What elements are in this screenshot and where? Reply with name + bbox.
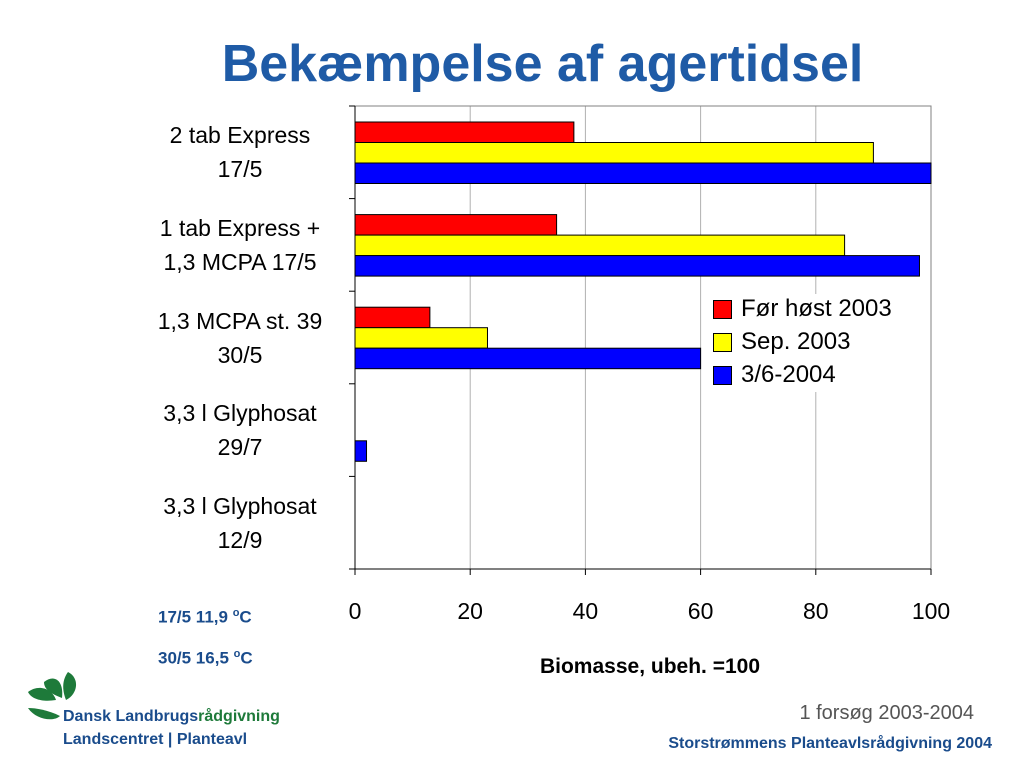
- temperature-note: 17/5 11,9 oC: [158, 607, 252, 627]
- legend-swatch: [713, 365, 732, 385]
- bar: [354, 440, 368, 462]
- x-tick-label: 60: [687, 598, 714, 624]
- x-axis-label: Biomasse, ubeh. =100: [539, 655, 761, 678]
- category-label-line: 12/9: [217, 526, 263, 553]
- category-label: 1 tab Express + 1,3 MCPA 17/5: [130, 211, 350, 279]
- bar: [354, 255, 920, 277]
- category-label: 3,3 l Glyphosat 29/7: [130, 396, 350, 464]
- x-tick-label: 0: [348, 598, 362, 624]
- category-label-line: 30/5: [217, 341, 263, 368]
- legend-item: Før høst 2003: [713, 294, 892, 324]
- page-title: Bekæmpelse af agertidsel: [221, 35, 864, 93]
- bar: [354, 234, 846, 257]
- bar: [354, 327, 488, 349]
- bar: [354, 142, 874, 164]
- bar: [354, 306, 431, 329]
- legend-label: Sep. 2003: [741, 328, 851, 355]
- category-label-line: 3,3 l Glyphosat: [163, 400, 317, 427]
- org-name: Dansk Landbrugsrådgivning: [63, 708, 280, 725]
- category-label-line: 1,3 MCPA 17/5: [163, 248, 317, 275]
- category-label: 1,3 MCPA st. 39 30/5: [130, 304, 350, 372]
- legend-swatch: [713, 332, 732, 352]
- bar: [354, 162, 932, 184]
- x-tick-label: 20: [457, 598, 483, 624]
- category-label-line: 3,3 l Glyphosat: [163, 492, 317, 519]
- trial-note: 1 forsøg 2003-2004: [799, 702, 974, 724]
- category-label: 3,3 l Glyphosat 12/9: [130, 489, 350, 557]
- legend-item: 3/6-2004: [713, 360, 836, 390]
- leaf-logo-icon: [28, 672, 77, 720]
- footer-credit: Storstrømmens Planteavlsrådgivning 2004: [668, 735, 992, 752]
- category-label-line: 17/5: [217, 156, 263, 183]
- category-label-line: 1 tab Express +: [159, 214, 321, 241]
- org-subtitle: Landscentret | Planteavl: [63, 731, 248, 748]
- legend-swatch: [713, 299, 732, 319]
- category-label-line: 2 tab Express: [169, 122, 311, 149]
- category-label-line: 29/7: [217, 434, 263, 461]
- x-tick-label: 100: [911, 598, 951, 624]
- legend: Før høst 2003 Sep. 2003 3/6-2004: [713, 294, 929, 392]
- legend-label: Før høst 2003: [741, 295, 892, 322]
- legend-label: 3/6-2004: [741, 361, 836, 388]
- bar: [354, 121, 575, 143]
- x-tick-label: 40: [572, 598, 599, 624]
- category-label: 2 tab Express 17/5: [130, 118, 350, 186]
- temperature-note: 30/5 16,5 oC: [158, 648, 253, 668]
- category-label-line: 1,3 MCPA st. 39: [157, 307, 323, 334]
- bar: [354, 214, 558, 236]
- legend-item: Sep. 2003: [713, 327, 850, 357]
- bar: [354, 347, 702, 370]
- x-tick-label: 80: [803, 598, 829, 624]
